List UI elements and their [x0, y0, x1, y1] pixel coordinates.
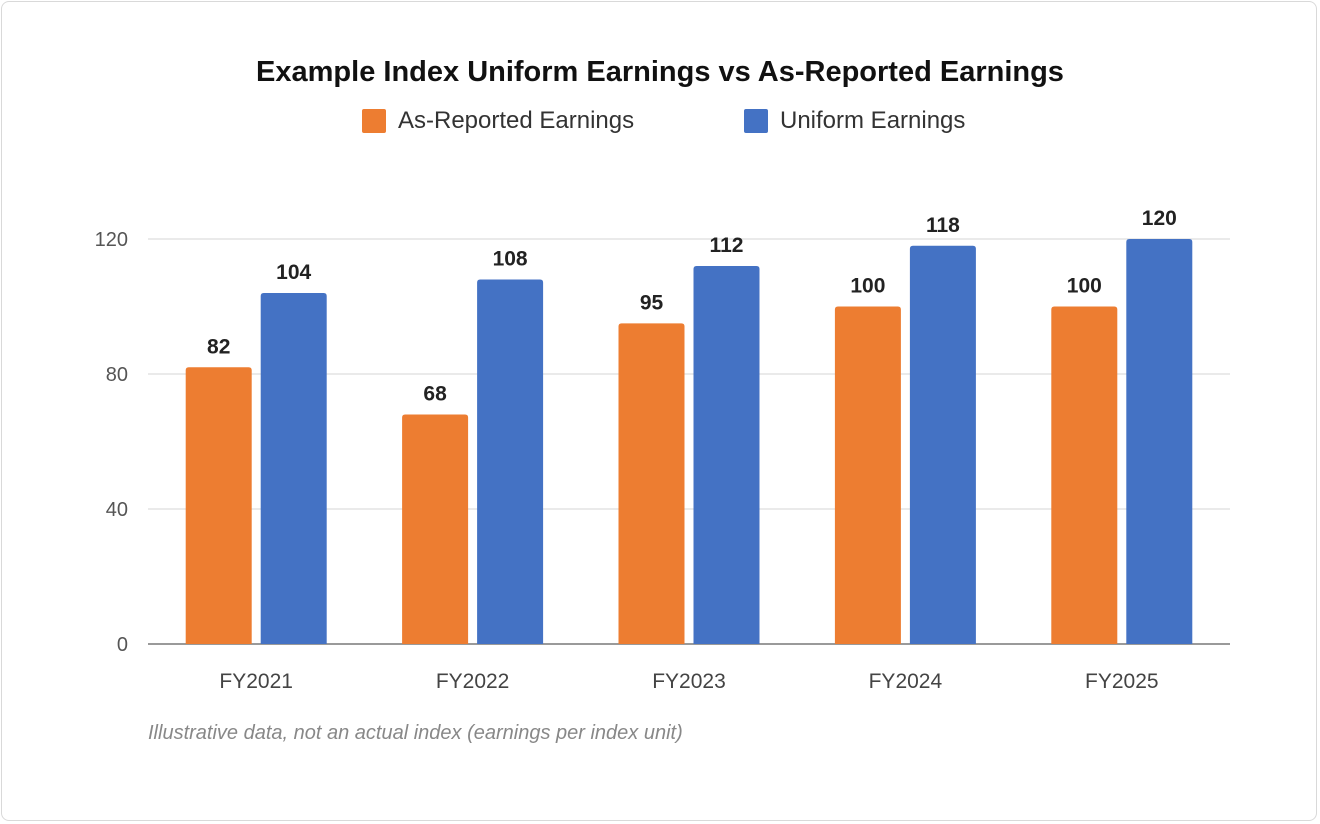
y-tick-label: 40	[106, 499, 128, 521]
chart-legend: As-Reported Earnings Uniform Earnings	[0, 106, 1320, 136]
legend-swatch-as-reported	[362, 109, 386, 133]
bar-as-reported-fy2023	[618, 323, 685, 644]
data-label: 120	[1142, 207, 1177, 230]
data-label: 100	[850, 275, 885, 298]
data-label: 68	[423, 383, 447, 406]
bar-as-reported-fy2021	[185, 367, 252, 644]
x-tick-label: FY2023	[652, 670, 726, 693]
y-tick-label: 120	[95, 229, 128, 251]
data-label: 100	[1067, 275, 1102, 298]
bar-as-reported-fy2022	[402, 414, 469, 644]
chart-title: Example Index Uniform Earnings vs As-Rep…	[256, 56, 1064, 88]
x-tick-label: FY2024	[869, 670, 943, 693]
bar-as-reported-fy2024	[834, 306, 901, 644]
data-label: 104	[276, 261, 311, 284]
bar-uniform-fy2024	[909, 245, 976, 644]
data-label: 112	[710, 234, 744, 257]
chart-footnote: Illustrative data, not an actual index (…	[148, 722, 683, 744]
bar-uniform-fy2025	[1126, 239, 1193, 644]
x-tick-label: FY2022	[436, 670, 510, 693]
legend-item-uniform[interactable]: Uniform Earnings	[744, 106, 965, 136]
legend-item-as-reported[interactable]: As-Reported Earnings	[362, 106, 634, 136]
data-label: 118	[926, 214, 960, 237]
y-tick-label: 80	[106, 364, 128, 386]
bar-as-reported-fy2025	[1051, 306, 1118, 644]
bar-uniform-fy2023	[693, 266, 760, 644]
data-label: 108	[493, 248, 528, 271]
data-label: 82	[207, 335, 230, 358]
bar-uniform-fy2021	[260, 293, 327, 644]
legend-swatch-uniform	[744, 109, 768, 133]
legend-label-as-reported: As-Reported Earnings	[398, 107, 635, 134]
legend-label-uniform: Uniform Earnings	[780, 107, 966, 134]
x-tick-label: FY2021	[219, 670, 293, 693]
data-label: 95	[640, 291, 664, 314]
y-tick-label: 0	[117, 634, 128, 656]
bar-uniform-fy2022	[477, 279, 544, 644]
x-tick-label: FY2025	[1085, 670, 1159, 693]
